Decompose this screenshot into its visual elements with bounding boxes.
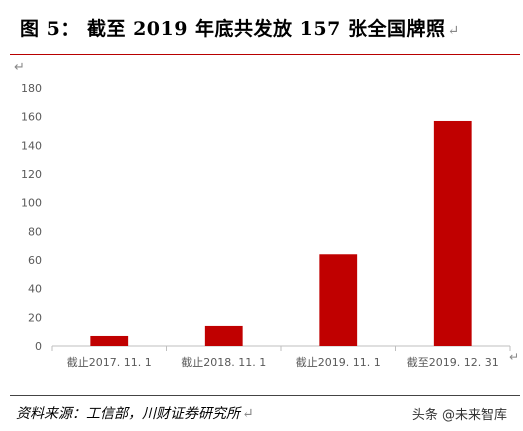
- y-tick-label: 80: [28, 225, 42, 238]
- y-tick-label: 140: [21, 139, 42, 152]
- x-tick-label: 截止2017. 11. 1: [67, 355, 152, 369]
- y-tick-label: 180: [21, 82, 42, 95]
- y-tick-label: 20: [28, 311, 42, 324]
- y-tick-label: 0: [35, 340, 42, 353]
- y-tick-label: 160: [21, 111, 42, 124]
- x-tick-label: 截止2018. 11. 1: [181, 355, 266, 369]
- watermark: 头条 @未来智库: [409, 404, 509, 423]
- source-return-mark: ↵: [242, 406, 254, 422]
- y-tick-label: 60: [28, 254, 42, 267]
- footer-divider: [10, 395, 520, 396]
- x-tick-label: 截止2019. 11. 1: [296, 355, 381, 369]
- y-tick-label: 100: [21, 197, 42, 210]
- figure-title-text: 图 5： 截至 2019 年底共发放 157 张全国牌照: [20, 18, 446, 40]
- source-text: 资料来源：工信部，川财证券研究所: [16, 406, 240, 422]
- y-tick-label: 120: [21, 168, 42, 181]
- figure-title-bar: 图 5： 截至 2019 年底共发放 157 张全国牌照 ↵: [0, 0, 523, 50]
- x-tick-label: 截至2019. 12. 31: [407, 355, 499, 369]
- bar: [90, 335, 129, 346]
- title-return-mark: ↵: [447, 23, 460, 39]
- y-tick-label: 40: [28, 283, 42, 296]
- figure-title: 图 5： 截至 2019 年底共发放 157 张全国牌照 ↵: [20, 14, 460, 41]
- bar: [433, 120, 472, 346]
- bar-chart: 0 20 40 60 80 100 120 140 160 180 截止2017. 11. 1 截止2…: [0, 72, 523, 382]
- title-divider: [10, 54, 520, 55]
- paragraph-mark: ↵: [14, 60, 25, 75]
- bar: [204, 325, 243, 346]
- source-note: 资料来源：工信部，川财证券研究所 ↵: [16, 403, 254, 423]
- bar-chart-svg: 0 20 40 60 80 100 120 140 160 180 截止2017. 11. 1 截止2…: [21, 82, 511, 369]
- side-return-mark: ↵: [508, 350, 519, 364]
- bar: [319, 254, 358, 346]
